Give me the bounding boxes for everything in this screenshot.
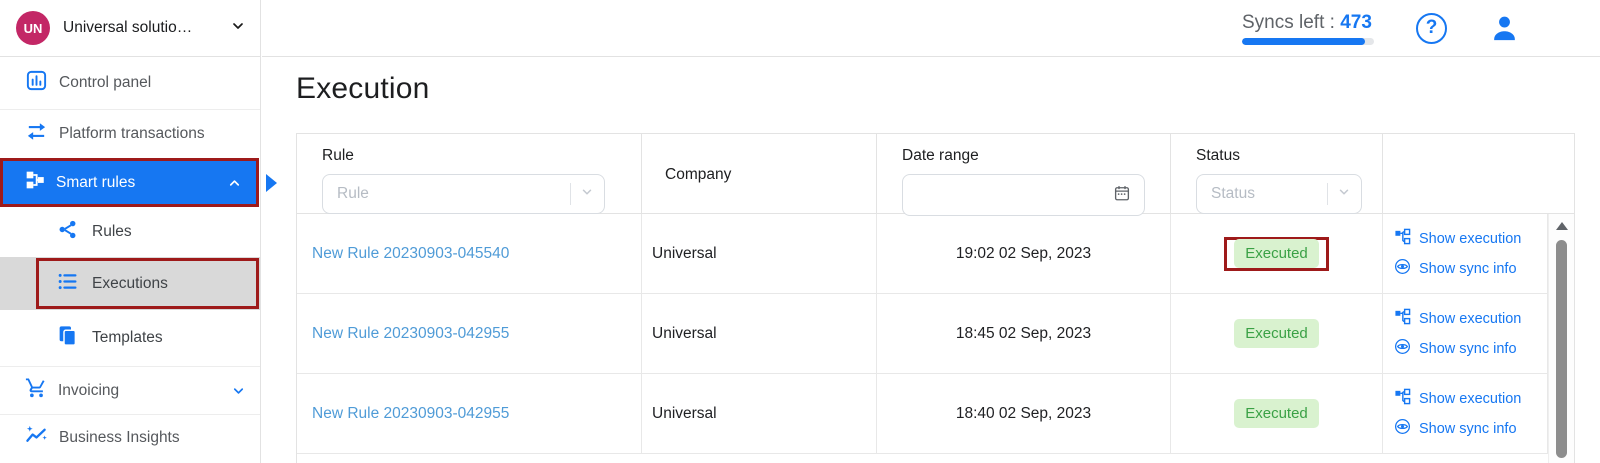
date-cell: 19:02 02 Sep, 2023: [877, 214, 1171, 293]
table-row: New Rule 20230903-042955 Universal 18:40…: [297, 374, 1548, 454]
share-icon: [57, 219, 78, 245]
scrollbar-up-arrow-icon[interactable]: [1555, 222, 1568, 230]
table-row: New Rule 20230903-042955 Universal 18:45…: [297, 294, 1548, 374]
transfer-arrows-icon: [25, 120, 48, 148]
table-row: New Rule 20230903-045540 Universal 19:02…: [297, 214, 1548, 294]
syncs-progress-fill: [1242, 37, 1365, 45]
chevron-down-icon: [1337, 185, 1351, 204]
column-header-actions: [1383, 134, 1574, 216]
sidebar-item-label: Control panel: [59, 74, 152, 91]
status-cell: Executed: [1171, 374, 1383, 453]
list-icon: [57, 271, 78, 297]
show-sync-info-link[interactable]: Show sync info: [1394, 338, 1517, 359]
user-profile-icon[interactable]: [1489, 13, 1520, 44]
sidebar-item-invoicing[interactable]: Invoicing: [0, 367, 260, 415]
show-sync-info-link[interactable]: Show sync info: [1394, 258, 1517, 279]
status-badge: Executed: [1234, 319, 1319, 348]
topbar: Syncs left : 473 ?: [262, 0, 1600, 57]
sidebar-item-smart-rules[interactable]: Smart rules: [0, 158, 277, 207]
annotation-box: Executed: [1224, 236, 1329, 271]
chevron-down-icon: [231, 383, 246, 398]
date-range-input[interactable]: [902, 174, 1145, 216]
status-filter-select[interactable]: Status: [1196, 174, 1362, 214]
avatar: UN: [16, 11, 50, 45]
rule-link[interactable]: New Rule 20230903-042955: [297, 294, 642, 373]
account-name: Universal solutio…: [63, 19, 193, 36]
status-badge: Executed: [1234, 238, 1319, 268]
column-header-company: Company: [642, 134, 877, 216]
help-icon[interactable]: ?: [1416, 12, 1447, 44]
selection-pointer-arrow: [266, 173, 277, 192]
sidebar-item-label: Invoicing: [58, 381, 120, 399]
syncs-progress-bar: [1242, 37, 1374, 45]
syncs-left-widget: Syncs left : 473: [1242, 12, 1374, 45]
sidebar-item-label: Platform transactions: [59, 125, 205, 142]
sidebar-item-label: Executions: [92, 274, 168, 292]
sidebar-item-templates[interactable]: Templates: [0, 310, 260, 367]
company-cell: Universal: [642, 294, 877, 373]
status-cell: Executed: [1171, 214, 1383, 293]
workflow-icon: [1394, 228, 1411, 249]
syncs-left-value: 473: [1340, 11, 1372, 33]
account-switcher[interactable]: UN Universal solutio…: [0, 0, 260, 57]
status-cell: Executed: [1171, 294, 1383, 373]
executions-table: Rule Rule Company Date range: [296, 133, 1575, 463]
copy-documents-icon: [57, 325, 78, 351]
sidebar-item-label: Templates: [92, 329, 163, 346]
sidebar-item-label: Business Insights: [59, 429, 180, 446]
rule-link[interactable]: New Rule 20230903-042955: [297, 374, 642, 453]
column-header-status: Status Status: [1171, 134, 1383, 216]
vertical-scrollbar[interactable]: [1548, 214, 1574, 463]
chevron-up-icon: [227, 175, 242, 190]
column-header-rule: Rule Rule: [297, 134, 642, 216]
status-filter-placeholder: Status: [1211, 185, 1255, 202]
eye-icon: [1394, 418, 1411, 439]
date-cell: 18:40 02 Sep, 2023: [877, 374, 1171, 453]
sidebar-item-rules[interactable]: Rules: [0, 207, 260, 257]
show-sync-info-link[interactable]: Show sync info: [1394, 418, 1517, 439]
sidebar-item-label: Rules: [92, 223, 132, 240]
workflow-icon: [1394, 388, 1411, 409]
actions-cell: Show execution Show sync info: [1383, 214, 1548, 293]
sidebar-item-label: Smart rules: [56, 173, 136, 191]
sidebar-item-executions[interactable]: Executions: [0, 257, 260, 310]
scrollbar-thumb[interactable]: [1556, 240, 1567, 458]
company-cell: Universal: [642, 374, 877, 453]
syncs-left-text: Syncs left : 473: [1242, 11, 1372, 33]
bar-chart-icon: [25, 69, 48, 97]
sidebar-item-control-panel[interactable]: Control panel: [0, 57, 260, 110]
shopping-cart-icon: [25, 377, 47, 404]
rule-link[interactable]: New Rule 20230903-045540: [297, 214, 642, 293]
page-title: Execution: [296, 72, 430, 105]
chevron-down-icon: [230, 18, 246, 39]
smart-rules-icon: [25, 170, 45, 195]
date-cell: 18:45 02 Sep, 2023: [877, 294, 1171, 373]
eye-icon: [1394, 258, 1411, 279]
sidebar-item-platform-transactions[interactable]: Platform transactions: [0, 110, 260, 158]
rule-filter-select[interactable]: Rule: [322, 174, 605, 214]
show-execution-link[interactable]: Show execution: [1394, 388, 1521, 409]
rule-filter-placeholder: Rule: [337, 185, 369, 202]
calendar-icon: [1113, 184, 1131, 207]
table-header-row: Rule Rule Company Date range: [297, 134, 1574, 216]
status-badge: Executed: [1234, 399, 1319, 428]
show-execution-link[interactable]: Show execution: [1394, 308, 1521, 329]
actions-cell: Show execution Show sync info: [1383, 294, 1548, 373]
chevron-down-icon: [580, 185, 594, 204]
workflow-icon: [1394, 308, 1411, 329]
sidebar-item-business-insights[interactable]: Business Insights: [0, 415, 260, 461]
actions-cell: Show execution Show sync info: [1383, 374, 1548, 453]
table-body: New Rule 20230903-045540 Universal 19:02…: [297, 214, 1574, 463]
eye-icon: [1394, 338, 1411, 359]
insights-sparkline-icon: [25, 424, 48, 452]
column-header-date-range: Date range: [877, 134, 1171, 216]
company-cell: Universal: [642, 214, 877, 293]
show-execution-link[interactable]: Show execution: [1394, 228, 1521, 249]
sidebar: UN Universal solutio… Control panel: [0, 0, 277, 463]
